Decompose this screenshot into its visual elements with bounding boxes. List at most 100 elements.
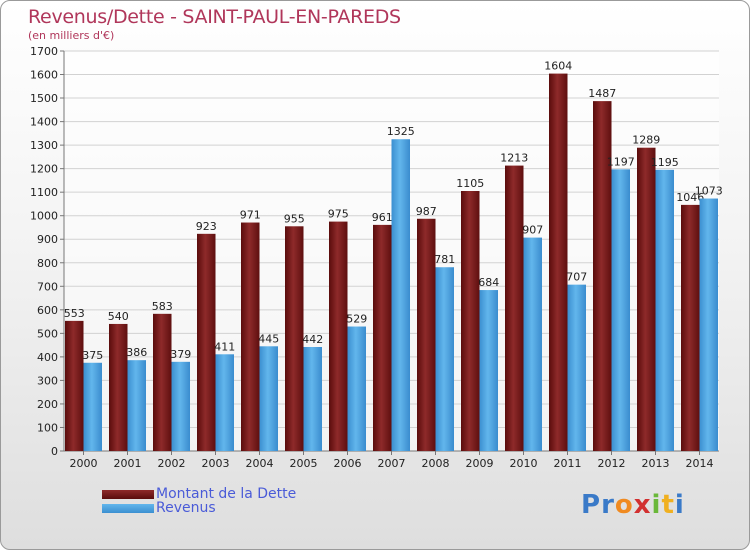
x-tick-label: 2005 (290, 457, 318, 470)
debt-value-label: 955 (284, 212, 305, 225)
proxiti-logo: Proxiti (581, 490, 685, 520)
debt-bar (549, 73, 568, 452)
debt-value-label: 583 (152, 300, 173, 313)
debt-value-label: 923 (196, 220, 217, 233)
y-tick-label: 1100 (30, 186, 58, 199)
legend-label-revenue: Revenus (156, 500, 216, 516)
legend-swatch-debt (102, 490, 154, 499)
revenue-value-label: 1073 (695, 185, 723, 198)
debt-value-label: 1213 (500, 152, 528, 165)
revenue-bar (435, 267, 454, 451)
revenue-bar (171, 361, 190, 451)
revenue-bar (567, 284, 586, 451)
revenue-value-label: 684 (478, 276, 499, 289)
x-tick-label: 2014 (686, 457, 714, 470)
y-tick-label: 300 (37, 374, 58, 387)
y-tick-label: 1700 (30, 45, 58, 58)
debt-bar (153, 313, 172, 451)
x-tick-label: 2013 (642, 457, 670, 470)
revenue-bar (215, 354, 234, 451)
y-tick-label: 1300 (30, 139, 58, 152)
revenue-bar (479, 290, 498, 451)
y-tick-label: 600 (37, 304, 58, 317)
debt-bar (417, 218, 436, 451)
y-tick-label: 1600 (30, 69, 58, 82)
revenue-bar (303, 347, 322, 451)
debt-value-label: 1046 (676, 191, 704, 204)
revenue-bar (699, 198, 718, 451)
debt-bar (197, 233, 216, 451)
revenue-bar (391, 139, 410, 451)
y-tick-label: 1200 (30, 163, 58, 176)
debt-value-label: 540 (108, 310, 129, 323)
revenue-bar (523, 237, 542, 451)
x-tick-label: 2003 (202, 457, 230, 470)
legend-swatch-revenue (102, 504, 154, 513)
debt-value-label: 1289 (632, 134, 660, 147)
x-tick-label: 2002 (158, 457, 186, 470)
y-tick-label: 700 (37, 280, 58, 293)
revenue-value-label: 529 (346, 313, 367, 326)
revenue-value-label: 386 (126, 346, 147, 359)
revenue-bar (611, 169, 630, 451)
debt-bar (109, 323, 128, 451)
y-tick-label: 0 (51, 445, 58, 458)
x-tick-label: 2010 (510, 457, 538, 470)
debt-bar (65, 320, 84, 451)
x-tick-label: 2009 (466, 457, 494, 470)
y-tick-label: 500 (37, 327, 58, 340)
revenue-value-label: 707 (566, 271, 587, 284)
y-tick-label: 1500 (30, 92, 58, 105)
revenue-bar (83, 362, 102, 451)
debt-value-label: 1105 (456, 177, 484, 190)
revenue-bar (259, 346, 278, 451)
x-tick-label: 2007 (378, 457, 406, 470)
revenue-value-label: 375 (82, 349, 103, 362)
y-tick-label: 800 (37, 257, 58, 270)
revenue-value-label: 907 (522, 224, 543, 237)
debt-bar (285, 226, 304, 451)
y-tick-label: 1400 (30, 116, 58, 129)
debt-bar (681, 204, 700, 451)
x-tick-label: 2006 (334, 457, 362, 470)
legend-label-debt: Montant de la Dette (156, 486, 297, 502)
y-tick-label: 100 (37, 421, 58, 434)
debt-value-label: 975 (328, 208, 349, 221)
revenue-value-label: 1197 (607, 155, 635, 168)
debt-bar (329, 221, 348, 451)
revenue-value-label: 1195 (651, 156, 679, 169)
debt-value-label: 553 (64, 307, 85, 320)
x-tick-label: 2011 (554, 457, 582, 470)
x-tick-label: 2004 (246, 457, 274, 470)
revenue-value-label: 379 (170, 348, 191, 361)
debt-value-label: 1604 (544, 60, 572, 73)
debt-value-label: 971 (240, 209, 261, 222)
revenue-bar (127, 360, 146, 451)
x-tick-label: 2012 (598, 457, 626, 470)
debt-value-label: 961 (372, 211, 393, 224)
debt-bar (593, 101, 612, 451)
revenue-bar (347, 326, 366, 451)
debt-value-label: 987 (416, 205, 437, 218)
y-tick-label: 400 (37, 351, 58, 364)
debt-bar (461, 191, 480, 451)
x-tick-label: 2000 (70, 457, 98, 470)
revenue-value-label: 442 (302, 333, 323, 346)
x-tick-label: 2001 (114, 457, 142, 470)
revenue-value-label: 411 (214, 340, 235, 353)
y-tick-label: 900 (37, 233, 58, 246)
y-tick-label: 1000 (30, 210, 58, 223)
revenue-bar (655, 169, 674, 451)
chart-title: Revenus/Dette - SAINT-PAUL-EN-PAREDS (28, 6, 401, 28)
debt-bar (505, 165, 524, 451)
debt-bar (373, 224, 392, 451)
revenue-value-label: 1325 (387, 125, 415, 138)
revenue-value-label: 781 (434, 253, 455, 266)
chart-subtitle: (en milliers d'€) (28, 29, 115, 42)
debt-bar (637, 147, 656, 452)
debt-bar (241, 222, 260, 451)
revenue-value-label: 445 (258, 332, 279, 345)
y-tick-label: 200 (37, 398, 58, 411)
